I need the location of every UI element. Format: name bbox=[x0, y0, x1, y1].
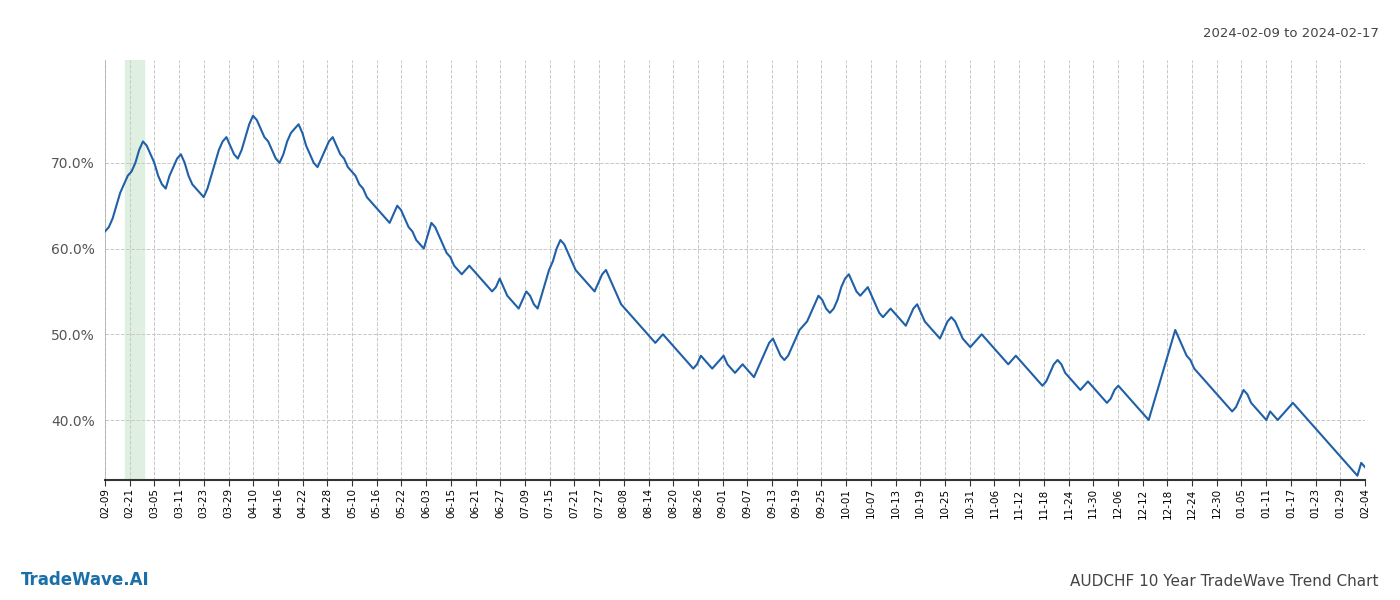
Text: TradeWave.AI: TradeWave.AI bbox=[21, 571, 150, 589]
Bar bbox=[125, 60, 144, 480]
Text: AUDCHF 10 Year TradeWave Trend Chart: AUDCHF 10 Year TradeWave Trend Chart bbox=[1071, 574, 1379, 589]
Text: 2024-02-09 to 2024-02-17: 2024-02-09 to 2024-02-17 bbox=[1203, 27, 1379, 40]
